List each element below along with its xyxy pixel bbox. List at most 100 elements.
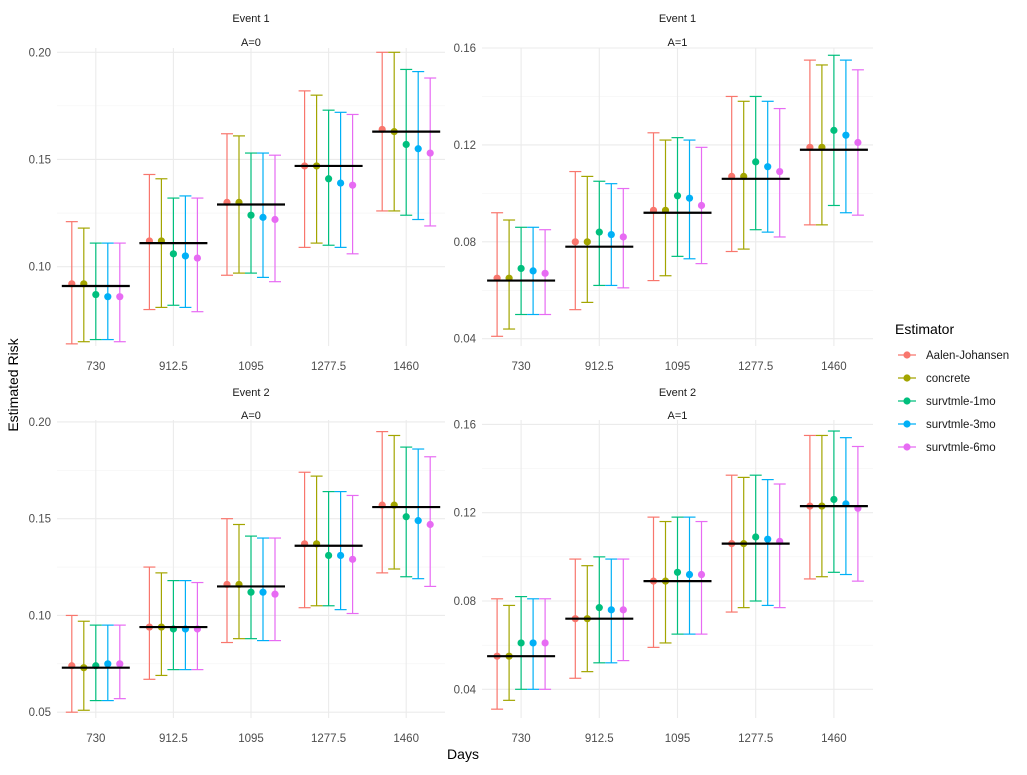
x-tick-label: 1460 bbox=[393, 361, 419, 373]
x-tick-label: 1095 bbox=[665, 361, 691, 373]
point-estimate bbox=[776, 167, 784, 176]
point-estimate bbox=[104, 293, 112, 301]
legend-key-point bbox=[903, 351, 911, 359]
point-estimate bbox=[764, 535, 772, 543]
point-estimate bbox=[673, 568, 682, 576]
point-estimate bbox=[685, 194, 694, 202]
point-estimate bbox=[571, 238, 579, 246]
point-estimate bbox=[426, 520, 434, 529]
point-estimate bbox=[607, 606, 615, 614]
point-estimate bbox=[349, 555, 357, 563]
point-estimate bbox=[193, 254, 201, 262]
point-estimate bbox=[116, 660, 124, 668]
point-estimate bbox=[116, 293, 124, 301]
legend-key-point bbox=[903, 397, 911, 405]
y-tick-label: 0.05 bbox=[29, 707, 51, 719]
point-estimate bbox=[854, 138, 862, 147]
facet-title-event: Event 2 bbox=[659, 387, 696, 399]
legend-key-point bbox=[903, 374, 911, 382]
x-tick-label: 1277.5 bbox=[311, 733, 346, 745]
y-axis-title: Estimated Risk bbox=[5, 337, 21, 431]
point-estimate bbox=[402, 140, 410, 149]
point-estimate bbox=[752, 158, 760, 166]
x-tick-label: 730 bbox=[512, 733, 531, 745]
y-tick-label: 0.04 bbox=[454, 684, 477, 696]
point-estimate bbox=[619, 233, 627, 241]
y-tick-label: 0.04 bbox=[454, 334, 477, 346]
x-tick-label: 1277.5 bbox=[738, 733, 773, 745]
point-estimate bbox=[541, 269, 549, 277]
point-estimate bbox=[247, 211, 255, 219]
y-tick-label: 0.20 bbox=[29, 417, 51, 429]
x-tick-label: 1460 bbox=[821, 361, 847, 373]
x-tick-label: 1277.5 bbox=[738, 361, 773, 373]
point-estimate bbox=[583, 238, 591, 246]
point-estimate bbox=[673, 192, 682, 200]
x-tick-label: 1095 bbox=[238, 733, 264, 745]
point-estimate bbox=[414, 517, 422, 525]
point-estimate bbox=[529, 639, 537, 647]
point-estimate bbox=[92, 290, 100, 299]
y-tick-label: 0.10 bbox=[29, 610, 51, 622]
point-estimate bbox=[104, 660, 112, 668]
x-tick-label: 1460 bbox=[393, 733, 419, 745]
point-estimate bbox=[271, 590, 279, 598]
y-tick-label: 0.10 bbox=[29, 262, 51, 274]
facet-title-group: A=1 bbox=[668, 410, 688, 422]
point-estimate bbox=[426, 149, 434, 157]
point-estimate bbox=[259, 213, 267, 221]
y-tick-label: 0.15 bbox=[29, 154, 51, 166]
y-tick-label: 0.12 bbox=[454, 508, 476, 520]
facet-panel-4: 0.04 0.08 0.12 0.16 730 912.5 1095 1277.5 1460 Ev… bbox=[454, 387, 873, 745]
x-tick-label: 730 bbox=[86, 361, 105, 373]
x-tick-label: 1095 bbox=[238, 361, 264, 373]
x-tick-label: 912.5 bbox=[585, 361, 614, 373]
point-estimate bbox=[697, 570, 706, 579]
legend-item: survtmle-3mo bbox=[898, 419, 996, 431]
point-estimate bbox=[414, 145, 422, 153]
point-estimate bbox=[595, 604, 603, 612]
point-estimate bbox=[764, 163, 772, 171]
point-estimate bbox=[337, 179, 345, 187]
point-estimate bbox=[529, 267, 537, 275]
x-tick-label: 1460 bbox=[821, 733, 847, 745]
y-tick-label: 0.08 bbox=[454, 237, 476, 249]
x-tick-label: 730 bbox=[512, 361, 531, 373]
point-estimate bbox=[685, 570, 694, 579]
facet-title-event: Event 1 bbox=[659, 13, 696, 25]
legend-label: survtmle-6mo bbox=[926, 442, 996, 454]
point-estimate bbox=[517, 639, 525, 647]
y-tick-label: 0.15 bbox=[29, 514, 51, 526]
facet-panel-1: 0.10 0.15 0.20 730 912.5 1095 1277.5 1460 Event … bbox=[29, 13, 445, 373]
x-tick-label: 912.5 bbox=[159, 361, 188, 373]
point-estimate bbox=[752, 533, 760, 541]
legend-item: Aalen-Johansen bbox=[898, 350, 1009, 362]
legend-item: concrete bbox=[898, 373, 970, 385]
facet-title-event: Event 2 bbox=[232, 387, 269, 399]
point-estimate bbox=[271, 215, 279, 224]
y-tick-label: 0.12 bbox=[454, 140, 476, 152]
x-tick-label: 1095 bbox=[665, 733, 691, 745]
point-estimate bbox=[595, 228, 603, 236]
legend: Estimator Aalen-Johansen concrete survtmle-… bbox=[895, 321, 1009, 454]
legend-label: Aalen-Johansen bbox=[926, 350, 1009, 362]
legend-key-point bbox=[903, 443, 911, 451]
point-estimate bbox=[169, 250, 177, 258]
x-tick-label: 912.5 bbox=[585, 733, 614, 745]
legend-item: survtmle-1mo bbox=[898, 396, 996, 408]
x-tick-label: 730 bbox=[86, 733, 105, 745]
legend-key-point bbox=[903, 420, 911, 428]
point-estimate bbox=[402, 513, 410, 521]
point-estimate bbox=[247, 588, 255, 596]
facet-title-group: A=0 bbox=[241, 37, 261, 49]
point-estimate bbox=[607, 230, 615, 239]
y-tick-label: 0.16 bbox=[454, 43, 476, 55]
facet-title-group: A=1 bbox=[668, 37, 688, 49]
point-estimate bbox=[830, 126, 838, 134]
facet-panel-2: 0.04 0.08 0.12 0.16 730 912.5 1095 1277.5 1460 Ev… bbox=[454, 13, 873, 373]
y-tick-label: 0.16 bbox=[454, 419, 476, 431]
legend-item: survtmle-6mo bbox=[898, 442, 996, 454]
point-estimate bbox=[830, 495, 838, 504]
point-estimate bbox=[517, 264, 525, 273]
